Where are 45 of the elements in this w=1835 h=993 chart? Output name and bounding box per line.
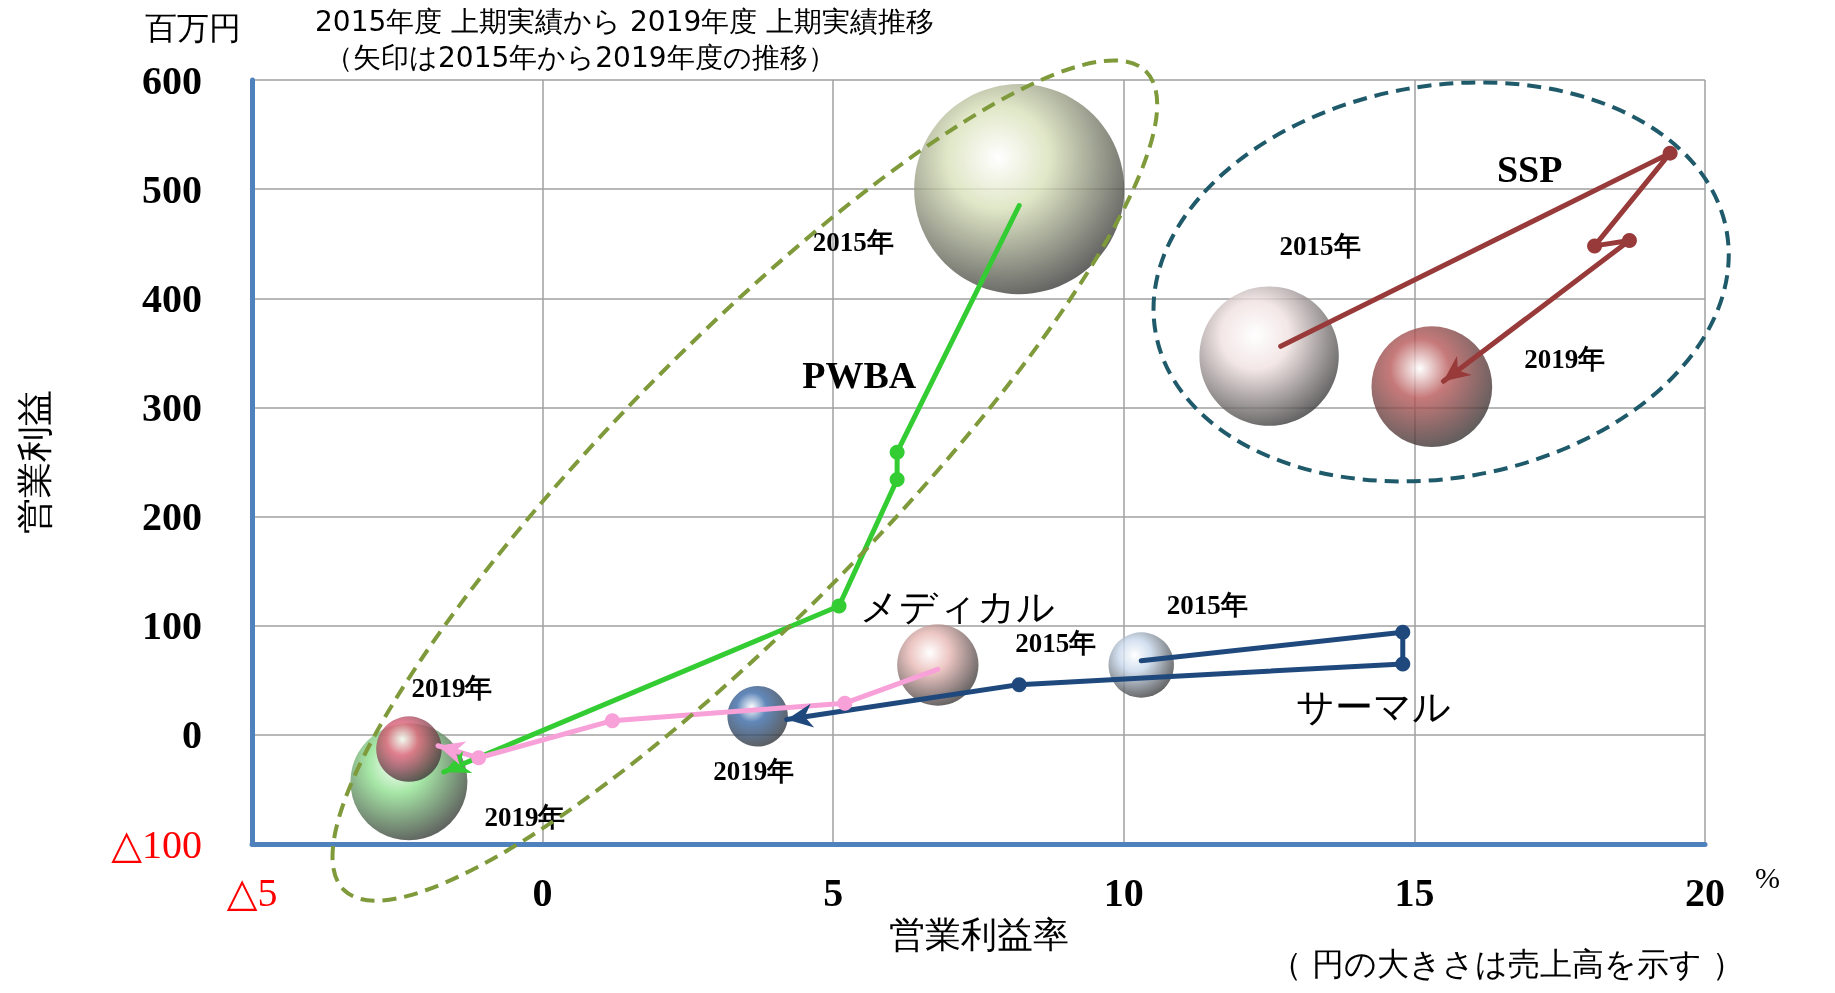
y-tick-label: △100 (111, 821, 202, 867)
y-tick-label: 400 (142, 275, 202, 321)
point (889, 471, 905, 487)
x-tick-label: 15 (1394, 869, 1435, 915)
y-tick-label: 100 (142, 603, 202, 649)
y-axis-title: 営業利益 (13, 390, 55, 534)
point (1011, 677, 1027, 693)
chart-title: 2015年度 上期実績から 2019年度 上期実績推移 (315, 4, 935, 38)
y-tick-label: 600 (142, 57, 202, 103)
point (889, 444, 905, 460)
annotation: 2015年 (812, 227, 894, 258)
y-tick-label: 300 (142, 384, 202, 430)
annotation: 2015年 (1166, 590, 1248, 621)
annotation: 2019年 (484, 801, 566, 832)
point (1662, 145, 1678, 161)
x-tick-label: 10 (1103, 869, 1144, 915)
point (471, 750, 487, 766)
chart-subtitle: （矢印は2015年から2019年度の推移） (325, 40, 836, 74)
y-tick-label: 500 (142, 166, 202, 212)
annotation: 2015年 (1015, 628, 1097, 659)
annotation: 2019年 (713, 756, 795, 787)
point (831, 598, 847, 614)
series-label: メディカル (860, 585, 1056, 630)
point (837, 695, 853, 711)
series-label: PWBA (802, 353, 917, 396)
point (1395, 656, 1411, 672)
text: 百万円 (145, 9, 241, 47)
point (1395, 624, 1411, 640)
text: （ 円の大きさは売上高を示す ） (1270, 945, 1745, 983)
x-axis-title: 営業利益率 (888, 914, 1069, 956)
annotation: 2019年 (1524, 343, 1606, 374)
annotation: 2019年 (411, 673, 493, 704)
x-tick-label: 5 (823, 869, 844, 915)
x-tick-label: 20 (1685, 869, 1725, 915)
series-label: サーマル (1295, 684, 1451, 729)
annotation: 2015年 (1279, 231, 1361, 262)
y-tick-label: 0 (182, 712, 202, 758)
x-tick-label: 0 (532, 869, 553, 915)
x-tick-label: △5 (226, 869, 278, 915)
text: % (1755, 860, 1780, 894)
series-label: SSP (1496, 148, 1563, 191)
point (1587, 238, 1603, 254)
y-tick-label: 200 (142, 494, 202, 540)
point (604, 713, 620, 729)
point (1621, 232, 1637, 248)
